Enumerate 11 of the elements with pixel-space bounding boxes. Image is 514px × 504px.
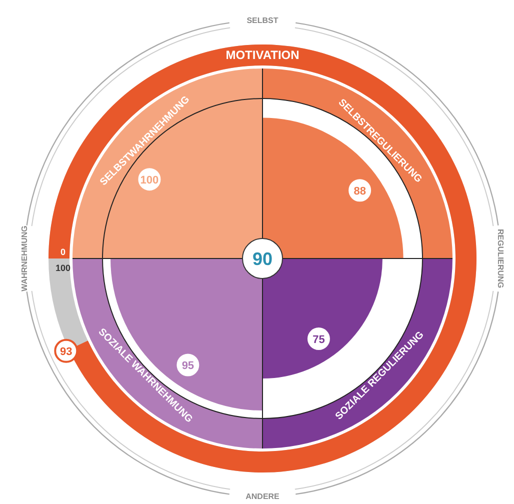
text: SELBST (246, 16, 278, 25)
text: 90 (252, 249, 273, 269)
text: 93 (60, 346, 72, 358)
text: MOTIVATION (226, 48, 300, 62)
data-label: 88 (354, 185, 366, 198)
text: WAHRNEHMUNG (20, 226, 29, 292)
text: 100 (55, 263, 71, 273)
text: 0 (60, 247, 66, 257)
text: ANDERE (246, 492, 280, 501)
text: REGULIERUNG (496, 228, 505, 288)
data-label: 75 (312, 334, 325, 346)
